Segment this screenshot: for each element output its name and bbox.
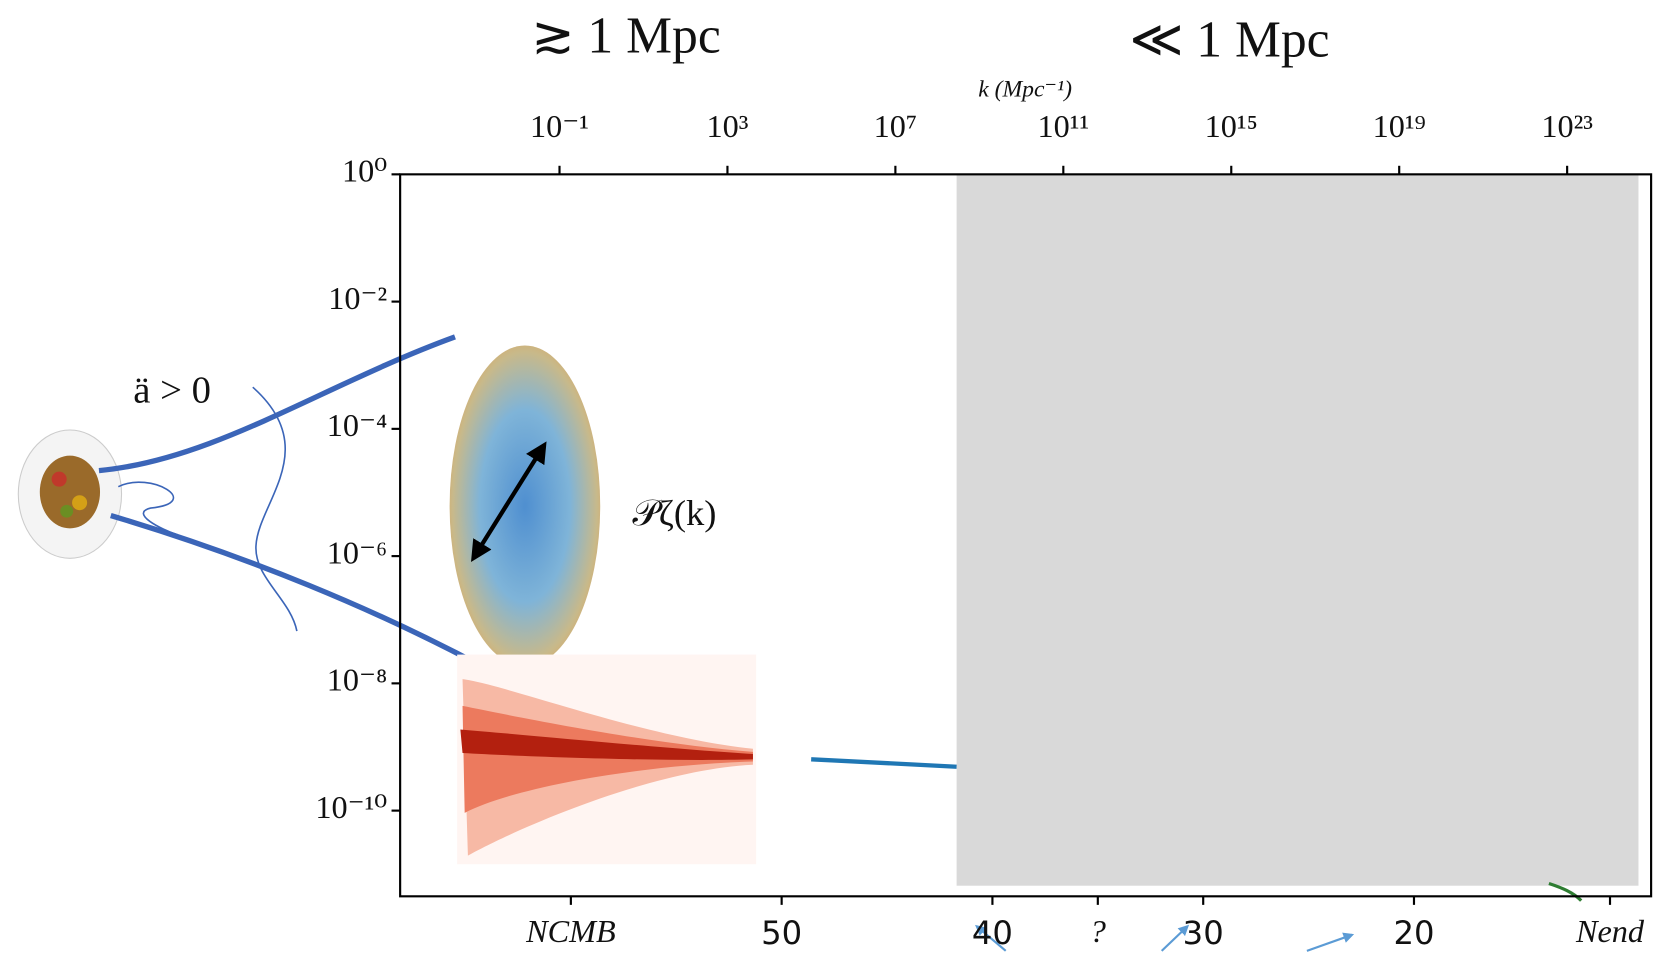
arrow [1306, 932, 1355, 952]
x-tick-label: 20 [1393, 914, 1434, 952]
decoration [17, 334, 1583, 952]
funnel-line [110, 512, 488, 671]
y-tick-label: 10⁻⁸ [327, 662, 388, 698]
x-tick-label: 50 [761, 914, 802, 952]
band-mid [462, 705, 753, 813]
seed [72, 495, 88, 511]
y-tick-label: 10⁻⁶ [327, 535, 388, 571]
arrow [975, 924, 1007, 952]
top-tick-label: 10¹⁵ [1205, 108, 1258, 144]
x-tick-label: Nend [1575, 913, 1645, 949]
double-arrow [471, 441, 547, 562]
y-tick-label: 10⁻² [328, 280, 387, 316]
top-axis-label: k (Mpc⁻¹) [978, 76, 1072, 102]
funnel-line [98, 334, 456, 474]
y-tick-label: 10⁻⁴ [327, 407, 388, 443]
header-right: ≪ 1 Mpc [1129, 12, 1329, 69]
foreground-layer: 10⁰ 10⁻² 10⁻⁴ 10⁻⁶ 10⁻⁸ 10⁻¹⁰ 10⁻¹ 10³ 10⁷ 10¹¹ 10… [315, 108, 1653, 952]
x-tick-label: NCMB [525, 913, 616, 949]
top-tick-label: 10³ [706, 108, 748, 144]
x-tick-label: 30 [1183, 914, 1224, 952]
y-tick-label: 10⁰ [342, 153, 387, 189]
seed [60, 504, 74, 518]
wave [252, 386, 298, 632]
seed [51, 471, 67, 487]
wave [117, 481, 178, 536]
band-inner [460, 729, 753, 760]
top-tick-label: 10⁷ [874, 108, 917, 144]
seeds [39, 455, 101, 529]
top-tick-label: 10²³ [1541, 108, 1593, 144]
x-tick-label: 40 [972, 914, 1013, 952]
top-tick-label: 10¹⁹ [1373, 108, 1426, 144]
data-line [811, 757, 957, 769]
annotation: 𝒫ζ(k) [632, 493, 716, 533]
header-left: ≳ 1 Mpc [531, 8, 720, 65]
arrow [1160, 924, 1190, 952]
plot-frame [399, 173, 1653, 898]
cmb-map [449, 345, 601, 667]
annotation: ä > 0 [133, 370, 211, 412]
background-layer [956, 174, 1639, 886]
y-tick-label: 10⁻¹⁰ [315, 789, 387, 825]
top-tick-label: 10¹¹ [1038, 108, 1090, 144]
top-tick-label: 10⁻¹ [530, 108, 589, 144]
shaded-region [956, 174, 1639, 886]
curve-fragment [1548, 881, 1583, 902]
x-tick-label: ? [1090, 913, 1106, 949]
